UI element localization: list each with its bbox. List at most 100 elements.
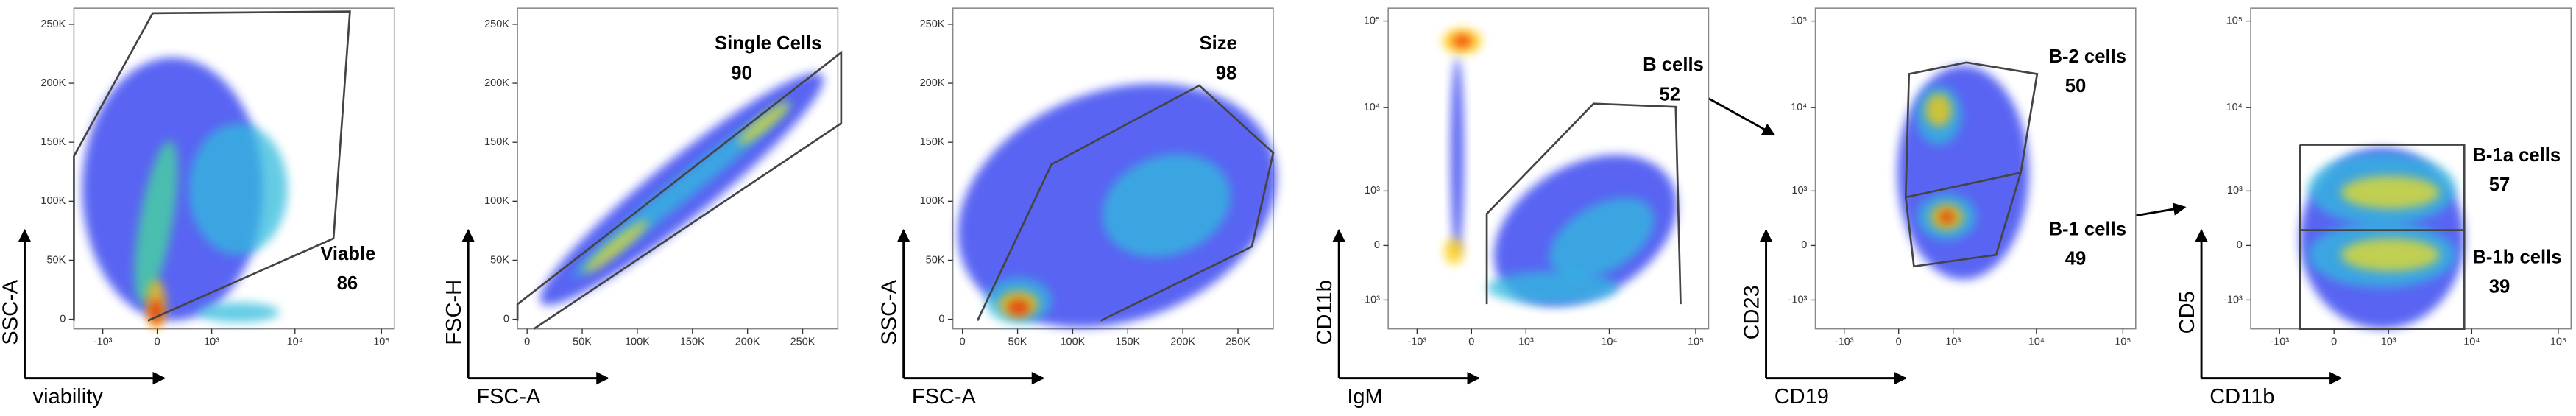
gate — [516, 50, 843, 330]
y-tick-label: 10⁵ — [1791, 15, 1807, 27]
x-tick-label: -10³ — [1407, 336, 1426, 348]
x-axis-label: CD19 — [1774, 385, 1829, 409]
y-tick-label: 100K — [484, 195, 509, 207]
y-tick-label: -10³ — [1361, 294, 1380, 306]
y-tick-label: 100K — [920, 195, 945, 207]
plot-panel: -10³ 0 10³ 10⁴ 10⁵ -10³ 0 10³ 10⁴ 10⁵ CD5 CD11b B-1a… — [2176, 7, 2572, 409]
x-tick-label: 10³ — [2381, 336, 2396, 348]
density-cloud — [1549, 197, 1655, 279]
x-tick-label: 250K — [1225, 336, 1250, 348]
x-tick-label: 0 — [960, 336, 966, 348]
plot-panel: -10³ 0 10³ 10⁴ 10⁵ -10³ 0 10³ 10⁴ 10⁵ CD23 CD19 B-2 … — [1740, 7, 2137, 409]
density-cloud — [2340, 238, 2440, 272]
plot-panel: 0 50K 100K 150K 200K 250K 0 50K 100K 150K 200K 250K… — [442, 7, 843, 409]
y-axis-label: CD5 — [2176, 291, 2199, 334]
gate-value: 98 — [1216, 63, 1237, 83]
y-tick-label: 0 — [503, 313, 509, 325]
x-axis-label: CD11b — [2209, 385, 2274, 409]
y-tick-label: 250K — [40, 18, 66, 30]
x-tick-label: -10³ — [2270, 336, 2289, 348]
gate-value: 57 — [2489, 174, 2510, 195]
gate — [73, 10, 351, 322]
gate — [2299, 144, 2466, 330]
plot-panel: -10³ 0 10³ 10⁴ 10⁵ -10³ 0 10³ 10⁴ 10⁵ CD11b IgM B ce… — [1313, 7, 1710, 409]
x-tick-label: 100K — [1060, 336, 1085, 348]
density-cloud — [584, 220, 648, 273]
x-tick-label: 0 — [524, 336, 530, 348]
y-tick-label: 250K — [920, 18, 945, 30]
density-cloud — [1897, 66, 2029, 280]
x-tick-label: 10³ — [204, 336, 219, 348]
gate-value: 49 — [2065, 249, 2087, 269]
x-tick-label: 10⁴ — [287, 336, 303, 348]
x-tick-label: 0 — [2331, 336, 2337, 348]
y-tick-label: 250K — [484, 18, 509, 30]
y-tick-label: 0 — [1374, 239, 1380, 251]
x-tick-label: 0 — [1896, 336, 1902, 348]
gate — [976, 84, 1275, 322]
y-tick-label: 50K — [46, 254, 66, 266]
y-axis-label: FSC-H — [442, 280, 466, 345]
x-axis-label: FSC-A — [912, 385, 977, 409]
x-axis-label: IgM — [1347, 385, 1382, 409]
x-tick-label: 150K — [680, 336, 705, 348]
gate-name: B cells — [1643, 54, 1704, 75]
y-tick-label: 0 — [1801, 239, 1807, 251]
x-tick-label: 100K — [625, 336, 650, 348]
gate-value: 39 — [2489, 277, 2510, 297]
x-tick-label: 10³ — [1945, 336, 1961, 348]
y-tick-label: 50K — [926, 254, 945, 266]
density-cloud — [1925, 94, 1952, 127]
gate-name: B-1b cells — [2472, 247, 2561, 267]
y-axis-label: SSC-A — [0, 279, 22, 345]
y-tick-label: -10³ — [2223, 294, 2243, 306]
y-axis-label: SSC-A — [877, 279, 901, 345]
y-tick-label: 0 — [938, 313, 944, 325]
x-tick-label: 50K — [1008, 336, 1027, 348]
gate-arrow — [1696, 91, 1776, 136]
y-tick-label: 150K — [484, 136, 509, 148]
gate-name: B-1a cells — [2472, 145, 2561, 166]
gate — [1904, 61, 2039, 268]
density-cloud — [134, 141, 178, 303]
x-tick-label: 50K — [573, 336, 592, 348]
plot-panel: 0 50K 100K 150K 200K 250K 0 50K 100K 150K 200K 250K… — [877, 7, 1277, 409]
density-cloud — [1444, 238, 1464, 265]
y-tick-label: 50K — [490, 254, 509, 266]
y-tick-label: 0 — [2237, 239, 2243, 251]
density-cloud — [737, 102, 790, 145]
gate-value: 52 — [1659, 84, 1680, 105]
y-tick-label: 10⁵ — [1364, 15, 1380, 27]
x-tick-label: 200K — [1170, 336, 1195, 348]
y-tick-label: 10⁴ — [2226, 102, 2243, 113]
density-cloud — [149, 299, 163, 326]
y-tick-label: 10⁴ — [1791, 102, 1807, 113]
x-tick-label: 10³ — [1518, 336, 1534, 348]
density-cloud — [1487, 271, 1618, 305]
y-tick-label: 200K — [40, 77, 66, 89]
x-axis-label: viability — [33, 385, 104, 409]
x-tick-label: 10⁵ — [373, 336, 389, 348]
y-tick-label: 10⁴ — [1364, 102, 1380, 113]
gate-name: B-1 cells — [2048, 219, 2126, 239]
x-tick-label: 0 — [155, 336, 160, 348]
x-tick-label: 250K — [790, 336, 815, 348]
y-tick-label: 10³ — [2227, 185, 2243, 197]
y-tick-label: 200K — [484, 77, 509, 89]
x-tick-label: 10⁴ — [1601, 336, 1617, 348]
density-cloud — [1007, 299, 1030, 316]
density-cloud — [1452, 34, 1472, 48]
x-tick-label: 150K — [1115, 336, 1140, 348]
x-tick-label: 10⁴ — [2028, 336, 2045, 348]
gate — [1485, 102, 1682, 305]
gate-name: Size — [1199, 33, 1236, 54]
y-tick-label: -10³ — [1788, 294, 1808, 306]
x-tick-label: -10³ — [1835, 336, 1854, 348]
y-tick-label: 10³ — [1365, 185, 1380, 197]
density-cloud — [1450, 57, 1464, 255]
x-tick-label: -10³ — [93, 336, 113, 348]
y-tick-label: 10³ — [1791, 185, 1807, 197]
density-cloud — [197, 302, 280, 322]
plot-panel: -10³ 0 10³ 10⁴ 10⁵ 0 50K 100K 150K 200K 250K SSC-A v… — [0, 7, 395, 409]
